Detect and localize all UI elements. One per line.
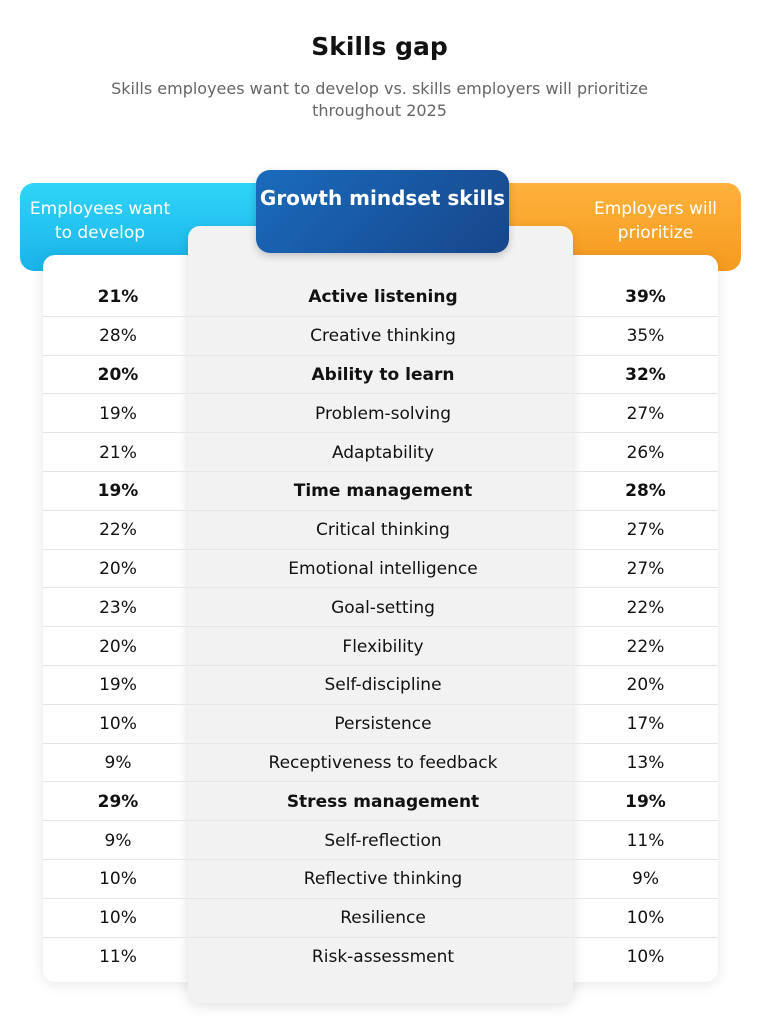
employees-value: 21%	[97, 287, 139, 308]
employers-value: 27%	[626, 403, 665, 424]
table-row: 29% Stress management 19%	[43, 782, 718, 821]
skills-header-label: Growth mindset skills	[259, 186, 506, 210]
page-subtitle: Skills employees want to develop vs. ski…	[111, 79, 648, 120]
skill-name: Self-discipline	[324, 675, 442, 696]
table-row: 23% Goal-setting 22%	[43, 588, 718, 627]
employers-header-label: Employers will prioritize	[593, 199, 718, 243]
table-row: 19% Problem-solving 27%	[43, 394, 718, 433]
employees-value: 20%	[97, 364, 139, 385]
skill-name: Risk-assessment	[311, 946, 455, 967]
employers-value: 19%	[625, 791, 666, 812]
employees-value: 19%	[99, 403, 137, 424]
employees-value: 29%	[97, 791, 139, 812]
employers-value: 22%	[626, 636, 665, 657]
employers-value: 32%	[625, 364, 666, 385]
table-row: 9% Self-reflection 11%	[43, 821, 718, 860]
skill-name: Active listening	[308, 287, 458, 308]
table-row: 10% Reflective thinking 9%	[43, 860, 718, 899]
skills-column-panel	[188, 226, 573, 1003]
employees-value: 11%	[99, 946, 137, 967]
employees-value: 23%	[99, 597, 137, 618]
employers-value: 11%	[626, 830, 665, 851]
employers-value: 28%	[625, 481, 666, 502]
skills-header: Growth mindset skills	[256, 170, 509, 253]
skill-name: Reflective thinking	[303, 869, 463, 890]
employees-value: 20%	[99, 558, 137, 579]
employees-value: 9%	[104, 830, 132, 851]
table-body: 21% Active listening 39% 28% Creative thinki…	[43, 278, 718, 976]
employees-value: 10%	[99, 908, 137, 929]
employees-value: 10%	[99, 714, 137, 735]
employers-value: 20%	[626, 675, 665, 696]
skill-name: Ability to learn	[311, 364, 455, 385]
skill-name: Persistence	[334, 714, 432, 735]
table-row: 10% Persistence 17%	[43, 705, 718, 744]
table-row: 21% Adaptability 26%	[43, 433, 718, 472]
skill-name: Flexibility	[342, 636, 424, 657]
skill-name: Resilience	[340, 908, 426, 929]
table-row: 10% Resilience 10%	[43, 899, 718, 938]
skill-name: Goal-setting	[331, 597, 435, 618]
page-title: Skills gap	[311, 32, 448, 61]
employees-value: 19%	[99, 675, 137, 696]
table-row: 20% Ability to learn 32%	[43, 356, 718, 395]
skill-name: Self-reflection	[324, 830, 442, 851]
employers-value: 10%	[626, 908, 665, 929]
employers-value: 22%	[626, 597, 665, 618]
skill-name: Critical thinking	[316, 520, 450, 541]
employers-value: 35%	[626, 326, 665, 347]
table-row: 21% Active listening 39%	[43, 278, 718, 317]
employers-value: 17%	[626, 714, 665, 735]
skill-name: Creative thinking	[310, 326, 456, 347]
table-row: 22% Critical thinking 27%	[43, 511, 718, 550]
employers-value: 27%	[626, 520, 665, 541]
employees-value: 22%	[99, 520, 137, 541]
skill-name: Adaptability	[331, 442, 435, 463]
skill-name: Receptiveness to feedback	[268, 752, 498, 773]
skill-name: Stress management	[286, 791, 480, 812]
skill-name: Problem-solving	[315, 403, 451, 424]
skill-name: Time management	[293, 481, 473, 502]
employers-value: 27%	[626, 558, 665, 579]
table-row: 20% Emotional intelligence 27%	[43, 550, 718, 589]
table-row: 28% Creative thinking 35%	[43, 317, 718, 356]
employees-value: 19%	[97, 481, 139, 502]
employers-value: 9%	[632, 869, 659, 890]
employers-value: 39%	[625, 287, 666, 308]
employees-value: 20%	[99, 636, 137, 657]
table-row: 11% Risk-assessment 10%	[43, 938, 718, 977]
employees-value: 28%	[99, 326, 137, 347]
employees-value: 21%	[99, 442, 137, 463]
employees-header-label: Employees want to develop	[29, 199, 171, 243]
employers-value: 26%	[626, 442, 665, 463]
table-row: 9% Receptiveness to feedback 13%	[43, 744, 718, 783]
table-row: 20% Flexibility 22%	[43, 627, 718, 666]
employees-value: 9%	[104, 752, 132, 773]
table-row: 19% Self-discipline 20%	[43, 666, 718, 705]
skill-name: Emotional intelligence	[288, 558, 478, 579]
employers-value: 10%	[626, 946, 665, 967]
table-row: 19% Time management 28%	[43, 472, 718, 511]
employers-value: 13%	[626, 752, 665, 773]
employees-value: 10%	[99, 869, 137, 890]
